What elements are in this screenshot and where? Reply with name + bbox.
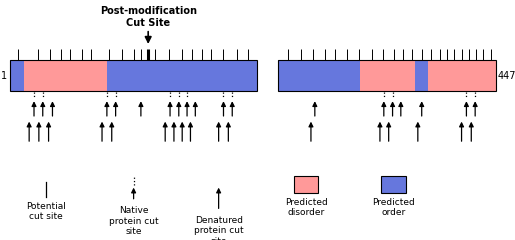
Text: Predicted
order: Predicted order	[372, 198, 415, 217]
Text: 447: 447	[498, 71, 515, 81]
Text: Post-modification
Cut Site: Post-modification Cut Site	[100, 6, 197, 28]
Bar	[427, 60, 495, 91]
Bar	[107, 60, 256, 91]
Text: Native
protein cut
site: Native protein cut site	[109, 206, 159, 236]
Text: Potential
cut site: Potential cut site	[26, 202, 66, 221]
Text: Predicted
disorder: Predicted disorder	[285, 198, 328, 217]
Bar	[294, 176, 318, 193]
Text: Denatured
protein cut
site: Denatured protein cut site	[194, 216, 244, 240]
Bar	[278, 60, 359, 91]
Bar	[278, 60, 495, 91]
Bar	[10, 60, 24, 91]
Bar	[359, 60, 416, 91]
Bar	[416, 60, 427, 91]
Text: 1: 1	[1, 71, 7, 81]
Bar	[10, 60, 256, 91]
Bar	[382, 176, 406, 193]
Bar	[24, 60, 107, 91]
